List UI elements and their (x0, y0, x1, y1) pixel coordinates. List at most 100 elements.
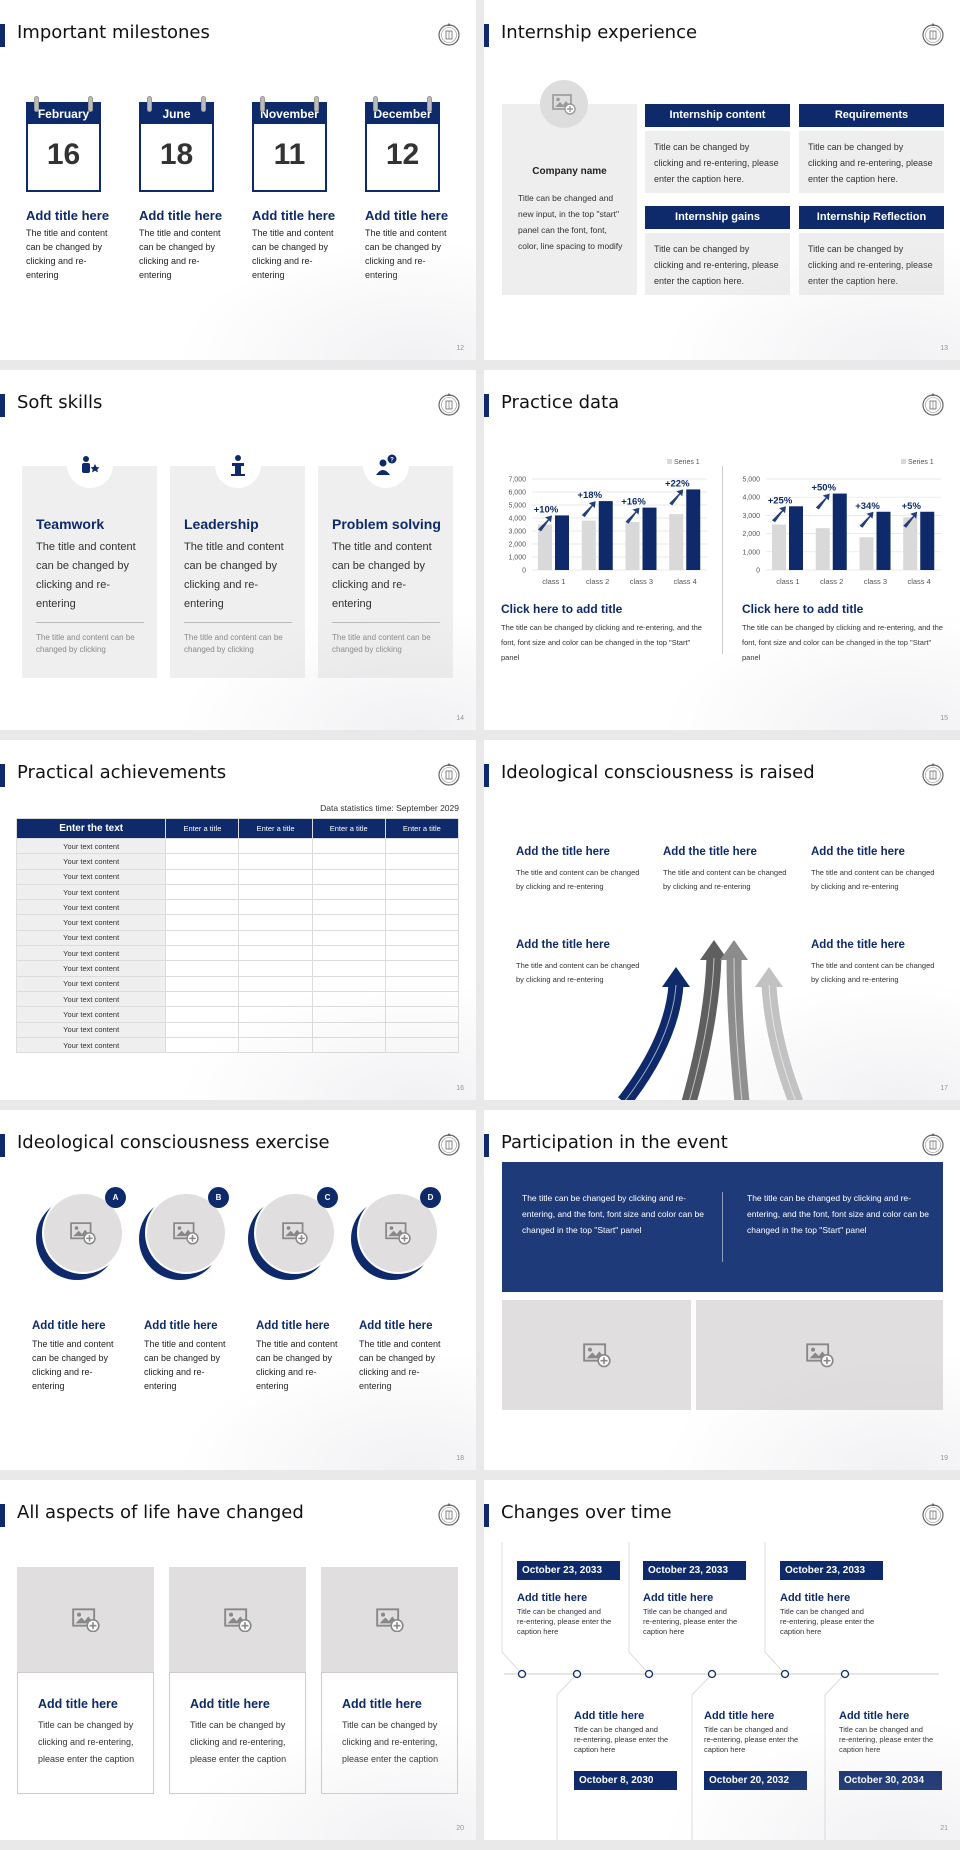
table-cell[interactable] (384, 837, 460, 855)
table-cell[interactable] (311, 1036, 386, 1054)
milestone-title[interactable]: Add title here (26, 208, 110, 223)
event-date[interactable]: October 8, 2030 (574, 1771, 677, 1790)
event-title[interactable]: Add title here (517, 1592, 588, 1604)
card-body[interactable]: Title can be changed by clicking and re-… (799, 131, 944, 193)
event-date[interactable]: October 20, 2032 (704, 1771, 807, 1790)
column-header[interactable]: Enter a title (384, 818, 460, 839)
image-placeholder[interactable] (321, 1567, 458, 1672)
row-label-cell[interactable]: Your text content (15, 868, 167, 885)
item-title[interactable]: Add the title here (516, 846, 610, 858)
table-cell[interactable] (311, 837, 386, 855)
card-header-1[interactable]: Requirements (799, 104, 944, 127)
table-cell[interactable] (384, 853, 460, 870)
event-title[interactable]: Add title here (780, 1592, 851, 1604)
skill-note[interactable]: The title and content can be changed by … (332, 633, 431, 654)
table-cell[interactable] (165, 914, 240, 931)
event-title[interactable]: Add title here (704, 1710, 775, 1722)
card-body[interactable]: Title can be changed by clicking and re-… (799, 233, 944, 295)
skill-title[interactable]: Leadership (184, 516, 259, 532)
table-cell[interactable] (384, 929, 460, 947)
event-text[interactable]: Title can be changed and re-entering, pl… (704, 1725, 799, 1754)
item-text[interactable]: The title and content can be changed by … (811, 961, 935, 984)
image-placeholder-icon[interactable] (540, 80, 588, 128)
row-label-cell[interactable]: Your text content (15, 883, 167, 901)
event-date[interactable]: October 23, 2033 (517, 1561, 620, 1580)
slide-15[interactable]: Practice data 15 0 1,000 2,000 3,000 4,000 5,00… (484, 370, 960, 730)
exercise-title[interactable]: Add title here (144, 1320, 218, 1332)
table-cell[interactable] (165, 1006, 240, 1023)
row-label-cell[interactable]: Your text content (15, 1006, 167, 1023)
table-cell[interactable] (165, 990, 240, 1008)
table-cell[interactable] (384, 914, 460, 931)
table-cell[interactable] (311, 1006, 386, 1023)
row-label-cell[interactable]: Your text content (15, 1036, 167, 1054)
banner-text[interactable]: The title can be changed by clicking and… (522, 1193, 704, 1235)
image-placeholder[interactable] (696, 1300, 943, 1410)
image-placeholder[interactable] (17, 1567, 154, 1672)
table-cell[interactable] (165, 1021, 240, 1038)
table-cell[interactable] (238, 899, 313, 916)
card-body[interactable]: Title can be changed by clicking and re-… (645, 131, 790, 193)
table-cell[interactable] (165, 853, 240, 870)
row-label-cell[interactable]: Your text content (15, 914, 167, 931)
row-label-cell[interactable]: Your text content (15, 960, 167, 977)
event-text[interactable]: Title can be changed and re-entering, pl… (517, 1607, 612, 1636)
skill-text[interactable]: The title and content can be changed by … (184, 541, 284, 610)
table-cell[interactable] (165, 868, 240, 885)
milestone-title[interactable]: Add title here (139, 208, 223, 223)
exercise-text[interactable]: The title and content can be changed by … (256, 1339, 338, 1391)
event-date[interactable]: October 30, 2034 (839, 1771, 942, 1790)
row-label-cell[interactable]: Your text content (15, 837, 167, 855)
panel-title[interactable]: Click here to add title (742, 602, 864, 616)
slide-17[interactable]: Ideological consciousness is raised 17 Add… (484, 740, 960, 1100)
image-placeholder[interactable] (169, 1567, 306, 1672)
event-text[interactable]: Title can be changed and re-entering, pl… (780, 1607, 875, 1636)
table-cell[interactable] (384, 975, 460, 992)
card-title[interactable]: Add title here (190, 1697, 270, 1711)
company-name[interactable]: Company name (532, 166, 607, 177)
exercise-title[interactable]: Add title here (32, 1320, 106, 1332)
table-cell[interactable] (384, 945, 460, 962)
table-cell[interactable] (311, 883, 386, 901)
milestone-text[interactable]: The title and content can be changed by … (252, 228, 334, 280)
card-header-2[interactable]: Internship gains (645, 206, 790, 229)
item-title[interactable]: Add the title here (516, 939, 610, 951)
table-cell[interactable] (311, 868, 386, 885)
exercise-text[interactable]: The title and content can be changed by … (359, 1339, 441, 1391)
exercise-text[interactable]: The title and content can be changed by … (32, 1339, 114, 1391)
slide-16[interactable]: Practical achievements 16 Data statistics … (0, 740, 476, 1100)
banner-text[interactable]: The title can be changed by clicking and… (747, 1193, 929, 1235)
event-text[interactable]: Title can be changed and re-entering, pl… (839, 1725, 934, 1754)
table-cell[interactable] (238, 1036, 313, 1054)
card-text[interactable]: Title can be changed by clicking and re-… (190, 1720, 287, 1764)
table-cell[interactable] (311, 945, 386, 962)
card-text[interactable]: Title can be changed by clicking and re-… (342, 1720, 439, 1764)
slide-21[interactable]: Changes over time 21 October 23, 2033 Add t… (484, 1480, 960, 1840)
skill-title[interactable]: Teamwork (36, 516, 105, 532)
table-cell[interactable] (165, 837, 240, 855)
table-cell[interactable] (238, 837, 313, 855)
card-text[interactable]: Title can be changed by clicking and re-… (38, 1720, 135, 1764)
table-cell[interactable] (165, 883, 240, 901)
event-text[interactable]: Title can be changed and re-entering, pl… (643, 1607, 738, 1636)
item-text[interactable]: The title and content can be changed by … (516, 868, 640, 891)
card-header-0[interactable]: Internship content (645, 104, 790, 127)
table-cell[interactable] (311, 914, 386, 931)
row-label-cell[interactable]: Your text content (15, 1021, 167, 1038)
table-cell[interactable] (238, 929, 313, 947)
row-label-cell[interactable]: Your text content (15, 945, 167, 962)
row-label-cell[interactable]: Your text content (15, 929, 167, 947)
column-header[interactable]: Enter a title (238, 818, 313, 839)
table-cell[interactable] (238, 960, 313, 977)
item-text[interactable]: The title and content can be changed by … (516, 961, 640, 984)
item-title[interactable]: Add the title here (663, 846, 757, 858)
row-label-cell[interactable]: Your text content (15, 975, 167, 992)
column-header[interactable]: Enter the text (15, 818, 167, 839)
skill-text[interactable]: The title and content can be changed by … (332, 541, 432, 610)
event-title[interactable]: Add title here (643, 1592, 714, 1604)
slide-18[interactable]: Ideological consciousness exercise 18 A Add… (0, 1110, 476, 1470)
table-cell[interactable] (238, 945, 313, 962)
slide-20[interactable]: All aspects of life have changed 20 Add ti… (0, 1480, 476, 1840)
card-header-3[interactable]: Internship Reflection (799, 206, 944, 229)
company-text[interactable]: Title can be changed and new input, in t… (518, 193, 623, 251)
